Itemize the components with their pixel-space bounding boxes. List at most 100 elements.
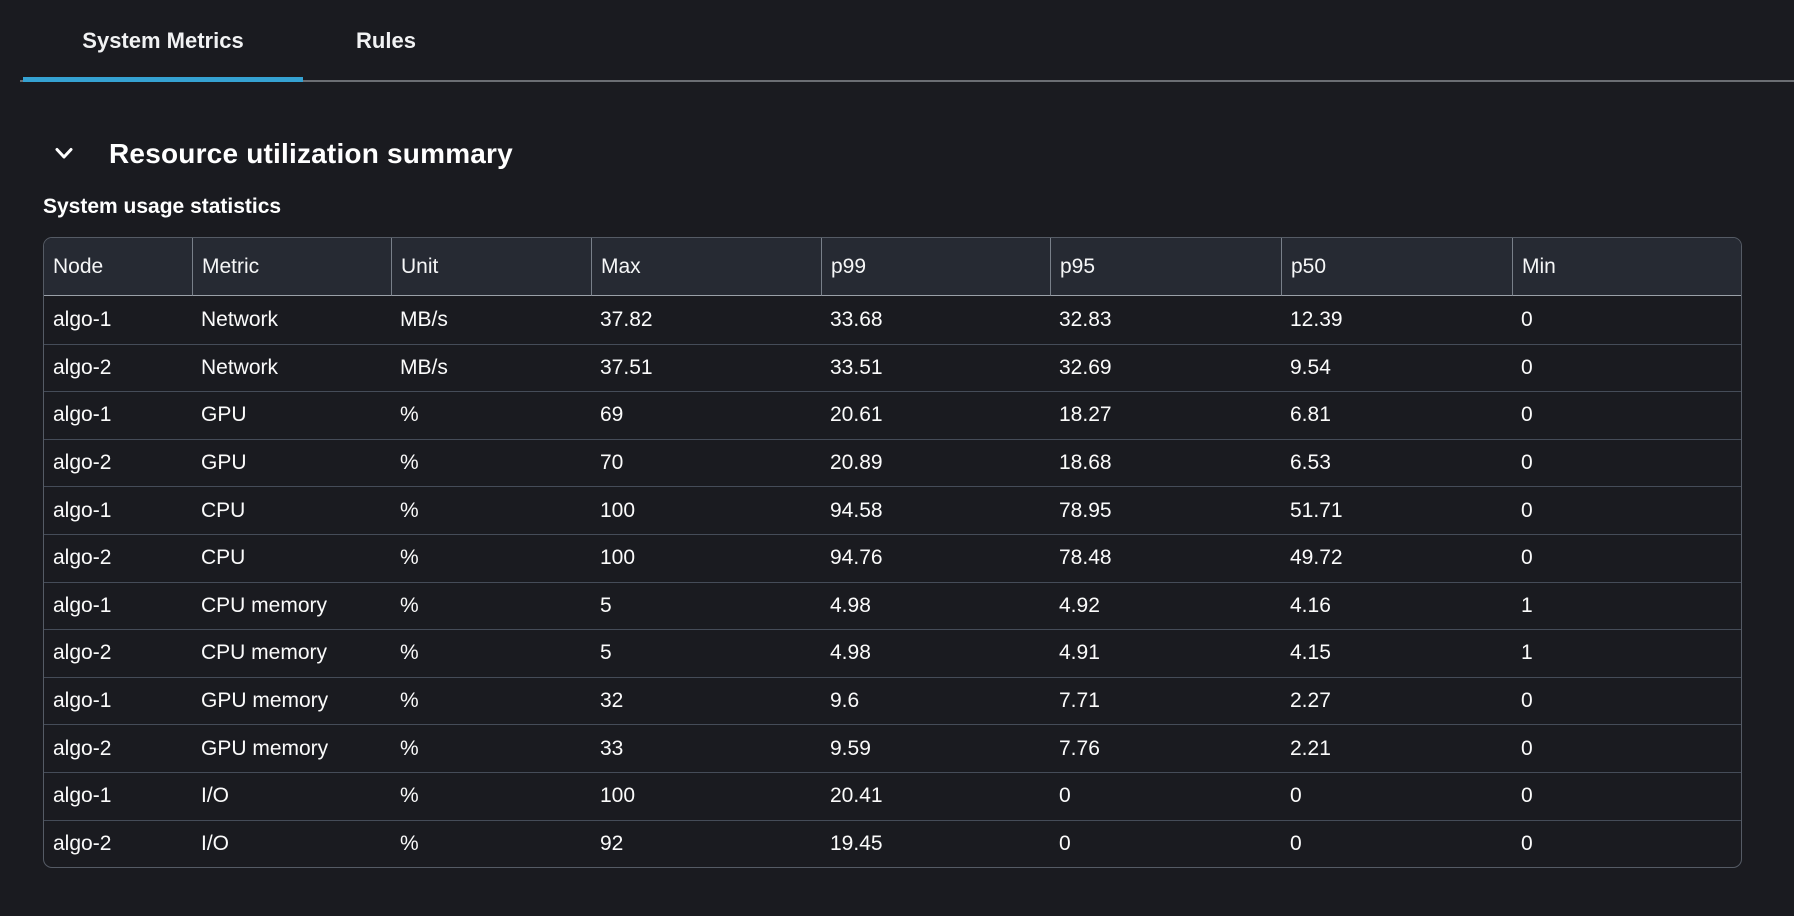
table-cell: algo-2 bbox=[44, 343, 192, 392]
table-cell: I/O bbox=[192, 819, 391, 868]
table-cell: % bbox=[391, 771, 591, 820]
table-cell: Network bbox=[192, 343, 391, 392]
column-header: p99 bbox=[821, 238, 1050, 296]
section-header: Resource utilization summary bbox=[53, 135, 1794, 173]
table-caption: System usage statistics bbox=[43, 195, 282, 218]
table-cell: 18.27 bbox=[1050, 391, 1281, 439]
table-cell: 32 bbox=[591, 676, 821, 725]
table-cell: 19.45 bbox=[821, 819, 1050, 868]
table-cell: algo-1 bbox=[44, 391, 192, 439]
table-cell: CPU memory bbox=[192, 629, 391, 677]
table-row: algo-2 I/O% 92 19.45 0 0 0 bbox=[44, 819, 1741, 868]
table-row: algo-1 I/O% 100 20.41 0 0 0 bbox=[44, 771, 1741, 820]
table-cell: 4.98 bbox=[821, 629, 1050, 677]
header-row: Node Metric Unit Max p99 p95 p50 Min bbox=[44, 238, 1741, 296]
table-cell: 6.53 bbox=[1281, 438, 1512, 487]
table-cell: 0 bbox=[1512, 391, 1741, 439]
tab-system-metrics[interactable]: System Metrics bbox=[23, 0, 303, 82]
table-cell: 33.68 bbox=[830, 307, 883, 331]
table-cell: % bbox=[391, 533, 591, 582]
table-cell: 33.51 bbox=[821, 343, 1050, 392]
column-header: Min bbox=[1512, 238, 1741, 296]
table-cell: 94.58 bbox=[821, 486, 1050, 534]
table-cell: algo-1 bbox=[44, 581, 192, 630]
table-cell: % bbox=[391, 676, 591, 725]
table-cell: 32.83 bbox=[1059, 307, 1112, 331]
section-collapse-toggle[interactable] bbox=[53, 143, 75, 165]
table-cell: 0 bbox=[1050, 819, 1281, 868]
table-cell: 37.51 bbox=[591, 343, 821, 392]
system-usage-table-grid: Node Metric Unit Max p99 p95 p50 Min algo-1 Netw… bbox=[44, 238, 1741, 867]
table-row: algo-2 CPU memory% 5 4.98 4.91 4.15 1 bbox=[44, 629, 1741, 677]
table-cell: GPU bbox=[192, 438, 391, 487]
table-cell: GPU bbox=[192, 391, 391, 439]
table-row: algo-1 CPU% 100 94.58 78.95 51.71 0 bbox=[44, 486, 1741, 534]
table-row: algo-2 CPU% 100 94.76 78.48 49.72 0 bbox=[44, 533, 1741, 582]
table-cell: algo-1 bbox=[44, 771, 192, 820]
table-cell: 9.59 bbox=[821, 724, 1050, 772]
table-cell: 0 bbox=[1512, 819, 1741, 868]
table-cell: 9.6 bbox=[821, 676, 1050, 725]
column-header: Unit bbox=[391, 238, 591, 296]
table-cell: algo-2 bbox=[44, 724, 192, 772]
table-row: algo-1 GPU memory% 32 9.6 7.71 2.27 0 bbox=[44, 676, 1741, 725]
table-cell: algo-1 bbox=[53, 307, 112, 331]
table-cell: 6.81 bbox=[1281, 391, 1512, 439]
table-cell: 0 bbox=[1281, 771, 1512, 820]
tab-system-metrics-label: System Metrics bbox=[82, 28, 244, 53]
table-row: algo-1 GPU% 69 20.61 18.27 6.81 0 bbox=[44, 391, 1741, 439]
table-cell: 4.92 bbox=[1050, 581, 1281, 630]
section-title: Resource utilization summary bbox=[109, 138, 513, 169]
column-header: p50 bbox=[1281, 238, 1512, 296]
tab-bar-divider bbox=[20, 80, 1794, 82]
column-header: Metric bbox=[192, 238, 391, 296]
table-cell: % bbox=[391, 724, 591, 772]
table-cell: 1 bbox=[1512, 581, 1741, 630]
table-cell: CPU bbox=[192, 533, 391, 582]
column-header: Max bbox=[591, 238, 821, 296]
table-cell: 20.61 bbox=[821, 391, 1050, 439]
table-cell: 32.69 bbox=[1050, 343, 1281, 392]
table-cell: % bbox=[391, 629, 591, 677]
table-cell: 100 bbox=[591, 771, 821, 820]
table-cell: 92 bbox=[591, 819, 821, 868]
table-cell: 37.82 bbox=[600, 307, 653, 331]
table-cell: 1 bbox=[1512, 629, 1741, 677]
table-cell: 78.48 bbox=[1050, 533, 1281, 582]
tab-rules[interactable]: Rules bbox=[303, 0, 469, 82]
table-cell: algo-2 bbox=[44, 629, 192, 677]
table-cell: 49.72 bbox=[1281, 533, 1512, 582]
table-cell: 5 bbox=[591, 629, 821, 677]
column-header: p95 bbox=[1050, 238, 1281, 296]
table-cell: MB/s bbox=[400, 307, 448, 331]
table-cell: algo-2 bbox=[44, 438, 192, 487]
table-cell: algo-1 bbox=[44, 676, 192, 725]
table-row: algo-2 Network MB/s 37.51 33.51 32.69 9.54 0 bbox=[44, 343, 1741, 392]
table-cell: 4.16 bbox=[1281, 581, 1512, 630]
system-usage-table: Node Metric Unit Max p99 p95 p50 Min algo-1 Netw… bbox=[43, 237, 1742, 869]
table-cell: 70 bbox=[591, 438, 821, 487]
table-cell: Network bbox=[201, 307, 279, 331]
table-cell: 0 bbox=[1512, 771, 1741, 820]
table-cell: 0 bbox=[1512, 343, 1741, 392]
table-cell: 94.76 bbox=[821, 533, 1050, 582]
table-cell: algo-2 bbox=[44, 819, 192, 868]
table-cell: 4.98 bbox=[821, 581, 1050, 630]
table-cell: 5 bbox=[591, 581, 821, 630]
table-cell: 20.41 bbox=[821, 771, 1050, 820]
table-row: algo-1 Network MB/s 37.82 33.68 32.83 12.39 0 bbox=[44, 296, 1741, 344]
table-cell: 33 bbox=[591, 724, 821, 772]
table-cell: CPU bbox=[192, 486, 391, 534]
table-cell: GPU memory bbox=[192, 676, 391, 725]
table-cell: 20.89 bbox=[821, 438, 1050, 487]
tab-bar: System Metrics Rules bbox=[0, 0, 1794, 82]
table-cell: 0 bbox=[1512, 676, 1741, 725]
table-body: algo-1 Network MB/s 37.82 33.68 32.83 12.39 0 al… bbox=[44, 296, 1741, 867]
table-cell: 9.54 bbox=[1281, 343, 1512, 392]
table-cell: MB/s bbox=[391, 343, 591, 392]
table-cell: I/O bbox=[192, 771, 391, 820]
table-cell: 18.68 bbox=[1050, 438, 1281, 487]
table-row: algo-2 GPU% 70 20.89 18.68 6.53 0 bbox=[44, 438, 1741, 487]
table-row: algo-2 GPU memory% 33 9.59 7.76 2.21 0 bbox=[44, 724, 1741, 772]
table-cell: 0 bbox=[1512, 724, 1741, 772]
